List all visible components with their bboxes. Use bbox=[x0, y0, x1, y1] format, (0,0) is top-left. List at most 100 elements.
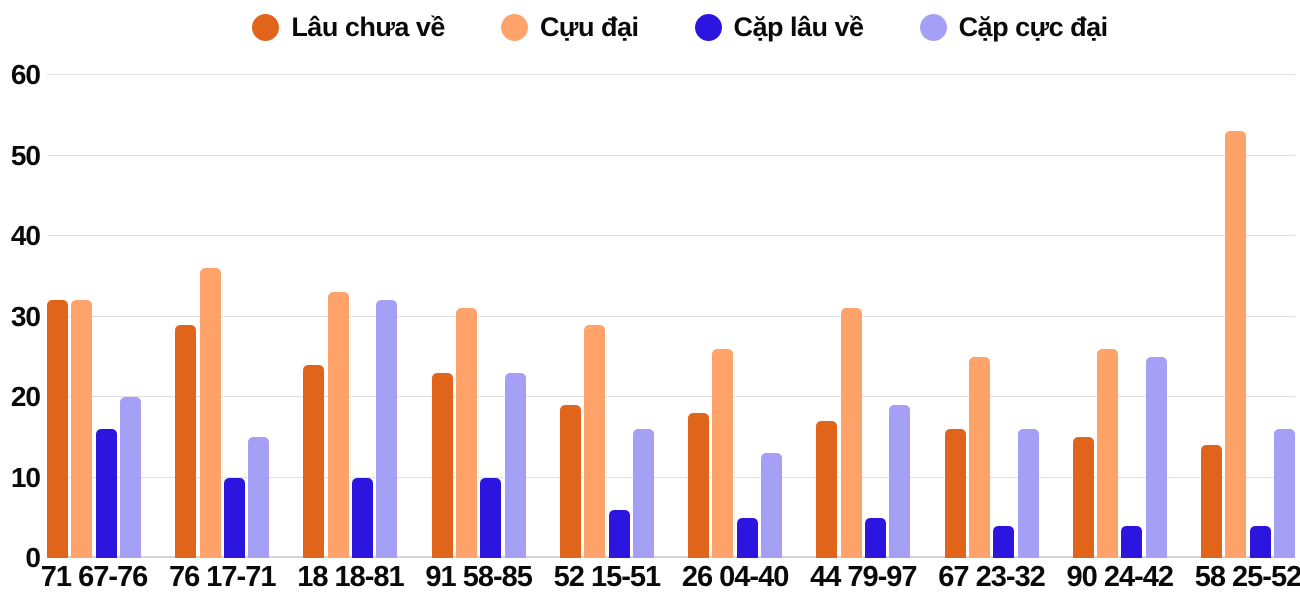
bar bbox=[1121, 525, 1143, 558]
bar-group bbox=[688, 75, 783, 558]
legend-item: Cặp lâu về bbox=[694, 11, 865, 43]
legend-item: Cặp cực đại bbox=[919, 11, 1109, 43]
x-category-label-text: 91 58-85 bbox=[425, 561, 532, 593]
bar-group bbox=[816, 75, 911, 558]
x-category-label-text: 26 04-40 bbox=[681, 561, 789, 593]
x-category-label-text: 52 15-51 bbox=[553, 561, 661, 593]
x-category-label: 71 67-76 bbox=[41, 561, 148, 593]
bar-group bbox=[303, 75, 398, 558]
bar bbox=[736, 517, 758, 558]
legend: Lâu chưa về Cựu đại Cặp lâu về Cặp cực đại bbox=[0, 6, 1300, 48]
bar bbox=[480, 477, 502, 558]
x-category-label-text: 44 79-97 bbox=[810, 561, 917, 593]
bar bbox=[47, 300, 68, 558]
x-category-label: 90 24-42 bbox=[1067, 561, 1174, 593]
gridline bbox=[47, 74, 1295, 75]
legend-item: Lâu chưa về bbox=[252, 12, 445, 43]
bar bbox=[1017, 429, 1039, 558]
bar bbox=[1249, 525, 1271, 558]
gridline bbox=[47, 315, 1295, 317]
bar-group bbox=[175, 75, 270, 558]
bar bbox=[71, 300, 93, 558]
legend-color-swatch bbox=[252, 13, 280, 41]
x-category-label: 76 17-71 bbox=[169, 561, 276, 593]
bar bbox=[223, 477, 245, 558]
bar bbox=[431, 372, 453, 558]
bar bbox=[712, 348, 734, 558]
bar bbox=[944, 429, 966, 558]
y-tick-label: 30 bbox=[10, 300, 41, 332]
bar-groups bbox=[47, 75, 1295, 558]
x-category-label: 52 15-51 bbox=[554, 561, 661, 593]
bar-group bbox=[431, 75, 526, 558]
bar-group bbox=[1072, 75, 1167, 558]
y-tick-label: 0 bbox=[25, 542, 41, 573]
legend-color-swatch bbox=[919, 13, 947, 41]
bar bbox=[327, 292, 349, 558]
x-category-label-text: 90 24-42 bbox=[1066, 561, 1174, 593]
bar bbox=[1072, 437, 1094, 558]
bar bbox=[559, 405, 581, 558]
bar bbox=[889, 405, 911, 558]
bar bbox=[1145, 356, 1167, 558]
y-tick-label: 20 bbox=[10, 381, 41, 412]
bar-group bbox=[944, 75, 1039, 558]
x-category-label: 44 79-97 bbox=[810, 561, 917, 593]
bar bbox=[608, 509, 630, 558]
bar bbox=[303, 364, 325, 558]
bar bbox=[632, 429, 654, 558]
legend-label: Cặp lâu về bbox=[733, 11, 865, 42]
bar bbox=[119, 397, 141, 558]
bar bbox=[1097, 348, 1119, 558]
bar bbox=[761, 453, 783, 558]
bar-group bbox=[1200, 75, 1295, 558]
bar bbox=[968, 356, 990, 558]
y-tick-label: 10 bbox=[10, 461, 41, 493]
bar-group bbox=[559, 75, 654, 558]
legend-item: Cựu đại bbox=[500, 11, 639, 43]
bar bbox=[1200, 445, 1222, 558]
x-category-label: 26 04-40 bbox=[682, 561, 789, 593]
y-tick-label: 40 bbox=[10, 220, 41, 251]
gridline bbox=[47, 396, 1295, 397]
bar bbox=[504, 372, 526, 558]
x-category-label: 58 25-52 bbox=[1195, 561, 1300, 593]
bar bbox=[1225, 131, 1247, 558]
bar bbox=[248, 437, 270, 558]
y-tick-label: 50 bbox=[10, 139, 41, 171]
x-category-label: 18 18-81 bbox=[297, 561, 404, 593]
gridline bbox=[47, 235, 1295, 236]
x-category-label-text: 76 17-71 bbox=[168, 561, 276, 593]
gridline bbox=[47, 476, 1295, 478]
bar bbox=[840, 308, 862, 558]
x-category-label-text: 71 67-76 bbox=[40, 561, 148, 593]
bar bbox=[993, 525, 1015, 558]
bar bbox=[584, 324, 606, 558]
legend-color-swatch bbox=[500, 13, 528, 41]
bar bbox=[688, 413, 710, 558]
bar-group bbox=[47, 75, 141, 558]
x-axis-line bbox=[47, 556, 1295, 558]
legend-label: Cựu đại bbox=[539, 11, 639, 42]
legend-label: Lâu chưa về bbox=[291, 11, 445, 42]
x-category-label: 67 23-32 bbox=[938, 561, 1045, 593]
bar bbox=[864, 517, 886, 558]
x-category-label-text: 58 25-52 bbox=[1194, 561, 1300, 593]
y-axis-labels: 0 10 20 30 40 50 60 bbox=[0, 61, 41, 572]
plot-area bbox=[47, 74, 1295, 558]
x-category-label-text: 67 23-32 bbox=[938, 561, 1045, 593]
bar bbox=[352, 477, 374, 558]
x-category-label: 91 58-85 bbox=[425, 561, 532, 593]
x-category-label-text: 18 18-81 bbox=[297, 561, 404, 593]
bar bbox=[1273, 429, 1295, 558]
legend-label: Cặp cực đại bbox=[958, 11, 1109, 42]
bar bbox=[376, 300, 398, 558]
bar bbox=[816, 421, 838, 558]
bar bbox=[95, 429, 117, 558]
y-tick-label: 60 bbox=[10, 59, 41, 90]
bar bbox=[175, 324, 197, 558]
x-axis-labels: 71 67-76 76 17-71 18 18-81 91 58-85 52 15-51… bbox=[41, 561, 1300, 593]
gridline bbox=[47, 154, 1295, 156]
bar bbox=[199, 268, 221, 558]
